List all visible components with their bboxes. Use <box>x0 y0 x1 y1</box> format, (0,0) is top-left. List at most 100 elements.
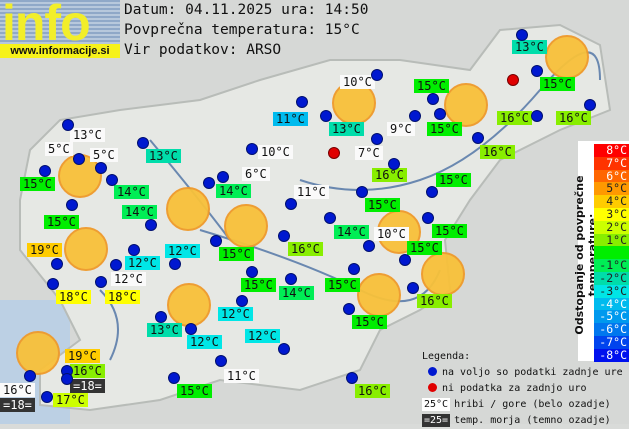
hill-sample: 25°C <box>422 398 451 411</box>
station-dot[interactable] <box>343 303 355 315</box>
station-dot[interactable] <box>62 119 74 131</box>
temperature-label: 12°C <box>245 329 280 343</box>
station-dot[interactable] <box>61 373 73 385</box>
temperature-label: 18°C <box>56 290 91 304</box>
temperature-label: 9°C <box>387 122 415 136</box>
station-dot[interactable] <box>324 212 336 224</box>
temperature-label: 15°C <box>219 247 254 261</box>
station-dot[interactable] <box>427 93 439 105</box>
station-dot[interactable] <box>348 263 360 275</box>
temperature-label: 14°C <box>216 184 251 198</box>
temperature-label: 18°C <box>105 290 140 304</box>
scale-row: 1°C <box>594 233 629 247</box>
sun-icon <box>421 252 465 296</box>
station-dot[interactable] <box>137 137 149 149</box>
temperature-label: 12°C <box>111 272 146 286</box>
legend-missing: ni podatka za zadnjo uro <box>422 381 623 397</box>
sea-temperature-label: =18= <box>70 379 105 393</box>
station-dot[interactable] <box>203 177 215 189</box>
station-dot[interactable] <box>66 199 78 211</box>
temperature-label: 14°C <box>114 185 149 199</box>
temperature-label: 14°C <box>122 205 157 219</box>
station-dot[interactable] <box>434 108 446 120</box>
station-dot[interactable] <box>217 171 229 183</box>
station-dot[interactable] <box>169 258 181 270</box>
temperature-label: 15°C <box>427 122 462 136</box>
station-dot[interactable] <box>185 323 197 335</box>
temperature-label: 16°C <box>372 168 407 182</box>
station-dot[interactable] <box>426 186 438 198</box>
station-dot[interactable] <box>422 212 434 224</box>
station-dot[interactable] <box>399 254 411 266</box>
station-dot[interactable] <box>73 153 85 165</box>
station-dot[interactable] <box>210 235 222 247</box>
station-dot[interactable] <box>145 219 157 231</box>
temperature-label: 15°C <box>20 177 55 191</box>
scale-row: -5°C <box>594 310 629 324</box>
sun-icon <box>167 283 211 327</box>
temperature-label: 16°C <box>70 364 105 378</box>
station-dot[interactable] <box>371 69 383 81</box>
temperature-label: 19°C <box>27 243 62 257</box>
scale-row: -1°C <box>594 259 629 273</box>
station-dot[interactable] <box>356 186 368 198</box>
station-dot[interactable] <box>110 259 122 271</box>
station-dot[interactable] <box>531 110 543 122</box>
temperature-label: 12°C <box>218 307 253 321</box>
temperature-label: 12°C <box>125 256 160 270</box>
temperature-label: 19°C <box>65 349 100 363</box>
station-dot[interactable] <box>95 276 107 288</box>
logo-word: info <box>2 0 91 51</box>
scale-row: -7°C <box>594 336 629 349</box>
scale-row: -6°C <box>594 323 629 337</box>
scale-row: 7°C <box>594 156 629 170</box>
station-dot[interactable] <box>531 65 543 77</box>
station-dot[interactable] <box>388 158 400 170</box>
station-dot[interactable] <box>41 391 53 403</box>
station-dot[interactable] <box>246 143 258 155</box>
station-dot[interactable] <box>47 278 59 290</box>
temperature-label: 11°C <box>294 185 329 199</box>
station-dot[interactable] <box>296 96 308 108</box>
station-dot[interactable] <box>584 99 596 111</box>
station-dot[interactable] <box>407 282 419 294</box>
station-dot[interactable] <box>285 273 297 285</box>
station-dot[interactable] <box>24 370 36 382</box>
station-dot[interactable] <box>472 132 484 144</box>
station-dot[interactable] <box>346 372 358 384</box>
station-dot[interactable] <box>155 311 167 323</box>
station-dot[interactable] <box>409 110 421 122</box>
temperature-label: 16°C <box>0 383 35 397</box>
station-dot[interactable] <box>51 258 63 270</box>
station-dot[interactable] <box>168 372 180 384</box>
scale-row: -4°C <box>594 297 629 311</box>
station-dot[interactable] <box>285 198 297 210</box>
station-dot[interactable] <box>363 240 375 252</box>
station-dot[interactable] <box>516 29 528 41</box>
legend-title: Legenda: <box>422 351 471 362</box>
scale-row: 2°C <box>594 220 629 234</box>
station-dot[interactable] <box>246 266 258 278</box>
station-dot[interactable] <box>128 244 140 256</box>
legend-available-text: na voljo so podatki zadnje ure <box>442 367 623 378</box>
scale-row: 3°C <box>594 208 629 221</box>
missing-station-dot[interactable] <box>328 147 340 159</box>
station-dot[interactable] <box>278 343 290 355</box>
station-dot[interactable] <box>95 162 107 174</box>
station-dot[interactable] <box>106 174 118 186</box>
legend-hill: 25°C hribi / gore (belo ozadje) <box>422 397 623 413</box>
station-dot[interactable] <box>39 165 51 177</box>
temperature-label: 16°C <box>355 384 390 398</box>
station-dot[interactable] <box>278 230 290 242</box>
temperature-label: 15°C <box>407 241 442 255</box>
station-dot[interactable] <box>215 355 227 367</box>
sun-icon <box>16 331 60 375</box>
missing-station-dot[interactable] <box>507 74 519 86</box>
station-dot[interactable] <box>320 110 332 122</box>
sun-icon <box>357 273 401 317</box>
logo-url[interactable]: www.informacije.si <box>0 44 120 58</box>
station-dot[interactable] <box>236 295 248 307</box>
station-dot[interactable] <box>371 133 383 145</box>
temperature-label: 5°C <box>45 142 73 156</box>
logo[interactable]: info www.informacije.si <box>0 0 120 58</box>
